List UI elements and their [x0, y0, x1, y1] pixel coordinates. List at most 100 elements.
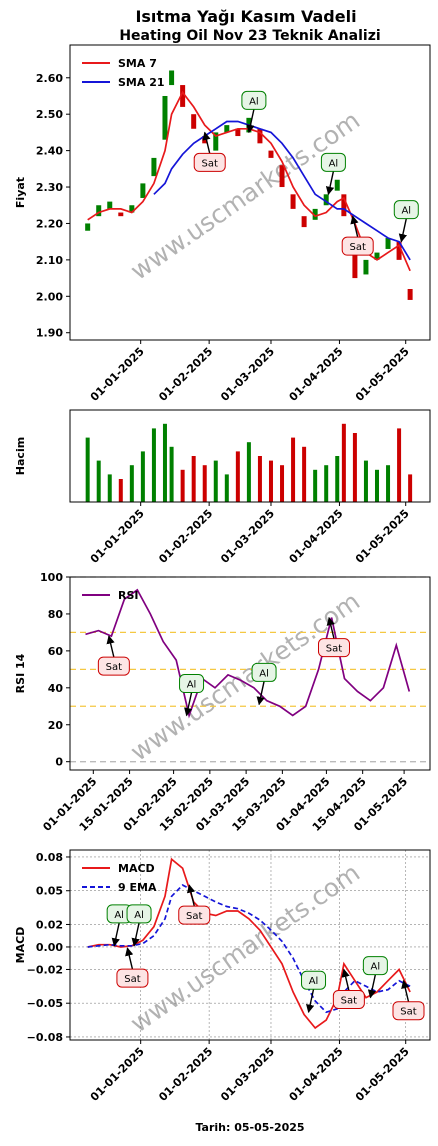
annotation-arrow	[106, 635, 115, 658]
annotation-box	[116, 968, 149, 988]
volume-bar	[341, 423, 346, 502]
x-tick-label: 01-05-2025	[353, 507, 412, 566]
annotation-label: Al	[259, 668, 269, 679]
annotation-label: Al	[329, 158, 339, 169]
y-tick-label: 80	[48, 608, 64, 621]
candle	[279, 165, 285, 188]
candle	[162, 95, 168, 140]
annotation-label: Al	[371, 962, 381, 973]
annotation-box	[179, 674, 205, 694]
x-tick-label: 01-04-2025	[287, 1045, 346, 1104]
series-line	[153, 120, 411, 261]
candle	[118, 212, 124, 217]
volume-bar	[352, 433, 357, 502]
y-tick-label: 2.30	[36, 181, 63, 194]
candle	[96, 205, 102, 217]
candle	[352, 241, 358, 279]
annotation-box	[301, 970, 327, 990]
annotation-box	[320, 152, 346, 172]
candle	[151, 157, 157, 177]
candle	[268, 150, 274, 158]
annotation-arrow	[111, 922, 120, 947]
panel: www.uscmarkets.com 1.90 2.00 2.10 2.20 2.30 2.…	[14, 44, 431, 404]
volume-bar	[162, 423, 167, 502]
candle	[169, 70, 175, 86]
panel: 01-01-2025 01-02-2025 01-03-2025 01-04-2025…	[14, 409, 431, 566]
annotation-label: Al	[309, 976, 319, 987]
annotation-box	[178, 905, 211, 925]
volume-bar	[129, 465, 134, 502]
candle	[235, 128, 241, 137]
y-tick-label: 2.40	[36, 145, 63, 158]
annotation-arrow	[186, 884, 196, 907]
candle	[396, 241, 402, 260]
candle	[323, 194, 329, 206]
annotation-box	[251, 662, 277, 682]
x-tick-label: 01-02-2025	[156, 345, 215, 404]
annotation-arrow	[246, 109, 255, 134]
annotation-arrow	[256, 681, 265, 706]
annotation-box	[332, 989, 365, 1009]
series-line	[85, 588, 411, 719]
candle	[257, 128, 263, 144]
annotation-arrow	[398, 218, 407, 243]
annotation-arrow	[131, 922, 140, 947]
chart-title: Isıtma Yağı Kasım Vadeli	[135, 7, 356, 26]
volume-bar	[335, 456, 340, 502]
volume-bar	[246, 442, 251, 502]
candle	[301, 216, 307, 228]
y-tick-label: 40	[48, 682, 64, 695]
y-tick-label: 60	[48, 645, 64, 658]
legend-label: SMA 7	[118, 57, 157, 70]
y-tick-label: 2.60	[36, 72, 63, 85]
annotation-label: Sat	[124, 974, 140, 985]
y-tick-label: 20	[48, 719, 64, 732]
legend-label: SMA 21	[118, 76, 165, 89]
y-axis-label: Fiyat	[14, 177, 27, 208]
y-tick-label: 0	[55, 756, 63, 769]
annotation-arrow	[202, 131, 211, 154]
annotation-arrow	[350, 215, 359, 238]
plot-frame	[69, 44, 431, 341]
annotation-box	[97, 656, 130, 676]
candle	[312, 208, 318, 220]
annotation-arrow	[326, 616, 335, 639]
x-tick-label: 01-03-2025	[218, 507, 277, 566]
candle	[224, 125, 230, 133]
annotation-label: Sat	[341, 995, 357, 1006]
volume-bar	[85, 437, 90, 502]
plot-frame	[69, 576, 431, 771]
x-tick-label: 01-02-2025	[156, 1045, 215, 1104]
candle	[107, 201, 113, 209]
candle	[407, 289, 413, 300]
plot-frame	[69, 409, 431, 503]
y-tick-label: 0.02	[36, 918, 63, 931]
legend-label: MACD	[118, 862, 155, 875]
x-tick-label: 01-01-2025	[88, 345, 147, 404]
x-tick-label: 01-05-2025	[353, 345, 412, 404]
candle	[341, 194, 347, 217]
volume-bar	[224, 474, 229, 502]
volume-bar	[180, 469, 185, 502]
annotation-box	[362, 956, 388, 976]
candle	[180, 85, 186, 107]
annotation-box	[317, 638, 350, 658]
annotation-arrow	[341, 968, 350, 991]
plot-frame	[69, 849, 431, 1041]
y-tick-label: −0.05	[27, 997, 63, 1010]
volume-bar	[96, 460, 101, 502]
x-tick-label: 01-02-2025	[156, 507, 215, 566]
annotation-box	[392, 1001, 425, 1021]
y-axis-label: Hacim	[14, 437, 27, 475]
volume-bar	[302, 446, 307, 502]
candle	[385, 238, 391, 249]
volume-bar	[324, 465, 329, 502]
annotation-label: Al	[134, 910, 144, 921]
volume-bar	[291, 437, 296, 502]
annotation-arrow	[125, 947, 134, 970]
volume-bar	[313, 469, 318, 502]
y-tick-label: 1.90	[36, 327, 63, 340]
candle	[334, 179, 340, 191]
panel: www.uscmarkets.com02040608010001-01-2025…	[14, 571, 431, 834]
